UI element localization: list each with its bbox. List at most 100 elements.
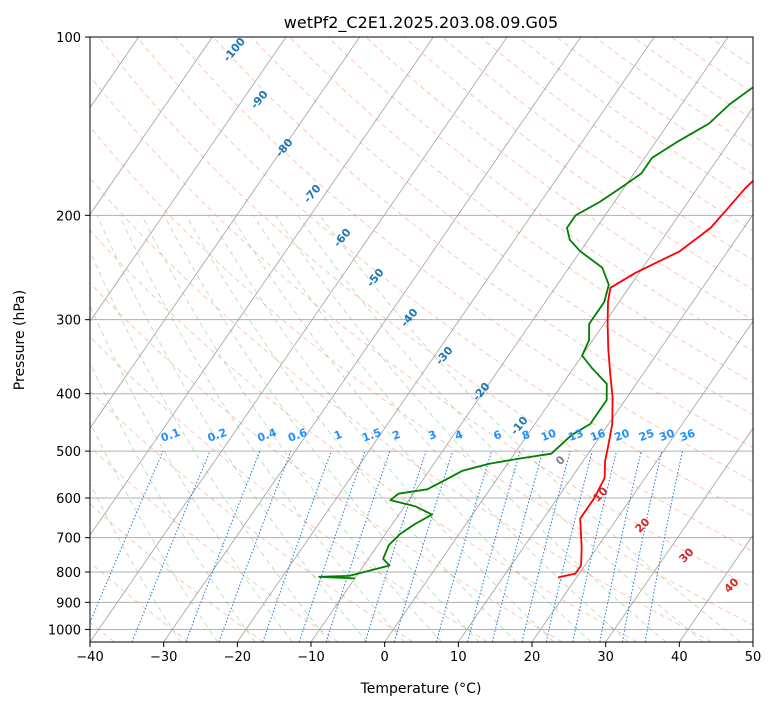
profile-line: [318, 86, 753, 580]
x-tick-label: −40: [76, 650, 103, 665]
mixing-ratio-lines: [90, 450, 683, 642]
profile-line: [557, 179, 753, 579]
mixing-ratio-label: 2: [391, 428, 403, 443]
dry-adiabat-line: [556, 37, 753, 175]
mixing-ratio-label: 20: [613, 426, 632, 444]
dry-adiabat-line: [90, 75, 753, 589]
y-tick-label: 400: [56, 388, 81, 403]
mixing-ratio-label: 6: [492, 428, 504, 443]
x-tick-label: 0: [381, 650, 389, 665]
isotherm-line: [310, 37, 729, 642]
mixing-ratio-label: 36: [678, 426, 697, 444]
moist-adiabat-line: [163, 215, 480, 642]
mixing-ratio-line: [621, 450, 663, 642]
mixing-ratio-label: 0.4: [256, 426, 279, 445]
mixing-ratio-line: [435, 450, 493, 642]
moist-adiabat-line: [96, 215, 368, 642]
mixing-ratio-label: 16: [588, 426, 607, 444]
dry-adiabat-line: [365, 37, 753, 321]
moist-adiabat-line: [230, 215, 592, 642]
y-tick-label: 1000: [48, 623, 81, 638]
dry-adiabats: [90, 37, 753, 642]
mixing-ratio-label: 1: [332, 428, 344, 443]
y-tick-label: 200: [56, 209, 81, 224]
isotherm-line: [605, 427, 753, 642]
y-tick-label: 700: [56, 532, 81, 547]
x-axis-ticks: −40 −30 −20 −10 0 10 20 30 40 50: [76, 642, 761, 665]
dry-adiabat-line: [327, 37, 753, 352]
moist-adiabat-line: [297, 215, 704, 642]
x-axis-label: Temperature (°C): [360, 681, 482, 697]
mixing-ratio-line: [298, 450, 366, 642]
x-tick-label: 20: [524, 650, 541, 665]
moist-adiabat-line: [185, 215, 517, 642]
dry-adiabat-line: [98, 37, 753, 552]
mixing-ratio-label: 4: [453, 428, 465, 443]
mixing-ratio-label: 0.6: [286, 426, 309, 445]
mixing-ratio-line: [90, 450, 164, 624]
isotherm-line: [90, 37, 287, 323]
mixing-ratio-label: 8: [520, 428, 532, 443]
moist-adiabat-line: [141, 215, 443, 642]
isotherm-line: [237, 37, 655, 642]
moist-adiabat-line: [90, 482, 181, 642]
moist-adiabat-line: [275, 215, 667, 642]
isotherm-line: [163, 37, 582, 642]
x-tick-label: −10: [297, 650, 324, 665]
y-tick-label: 800: [56, 566, 81, 581]
mixing-ratio-line: [545, 450, 593, 642]
mixing-ratio-label: 3: [427, 428, 439, 443]
mixing-ratio-line: [467, 450, 521, 642]
mixing-ratio-line: [644, 450, 683, 642]
x-tick-label: 30: [597, 650, 614, 665]
isotherm-line: [90, 37, 213, 216]
x-tick-label: 40: [671, 650, 688, 665]
mixing-ratio-label: 0.1: [159, 426, 182, 445]
y-tick-label: 100: [56, 31, 81, 46]
isotherm-line: [458, 213, 753, 642]
moist-adiabat-line: [90, 304, 293, 642]
dry-adiabat-line: [251, 37, 753, 416]
isotherm-line: [384, 106, 753, 642]
x-tick-label: 50: [745, 650, 762, 665]
dry-adiabat-line: [90, 229, 638, 642]
x-tick-label: 10: [450, 650, 467, 665]
dry-adiabat-line: [136, 37, 753, 517]
mixing-ratio-line: [572, 450, 617, 642]
dry-adiabat-line: [480, 37, 753, 232]
pressure-grid: [90, 37, 753, 630]
moist-adiabat-line: [208, 215, 555, 642]
mixing-ratio-line: [599, 450, 642, 642]
isotherm-line: [90, 37, 434, 536]
chart-title: wetPf2_C2E1.2025.203.08.09.G05: [284, 13, 558, 33]
y-tick-label: 600: [56, 492, 81, 507]
mixing-ratio-line: [262, 450, 332, 642]
dry-adiabat-line: [90, 177, 712, 642]
y-tick-label: 900: [56, 596, 81, 611]
moist-adiabat-line: [90, 421, 219, 642]
y-axis-ticks: 100 200 300 400 500 600 700 800 900 1000: [48, 31, 90, 638]
mixing-ratio-line: [491, 450, 544, 642]
mixing-ratio-line: [521, 450, 571, 642]
dry-adiabat-line: [289, 37, 753, 384]
y-tick-label: 300: [56, 314, 81, 329]
isotherm-line: [531, 320, 753, 642]
mixing-ratio-label: 25: [637, 427, 656, 444]
x-tick-label: −20: [224, 650, 251, 665]
y-axis-label: Pressure (hPa): [12, 290, 28, 390]
mixing-ratio-label: 0.2: [206, 426, 229, 445]
dry-adiabat-line: [90, 446, 339, 642]
mixing-ratio-line: [185, 450, 261, 642]
profiles: [318, 86, 753, 580]
dry-adiabat-line: [90, 503, 264, 642]
x-tick-label: −30: [150, 650, 177, 665]
isotherm-line: [90, 37, 361, 429]
mixing-ratio-line: [218, 450, 292, 642]
y-tick-label: 500: [56, 445, 81, 460]
isotherm-line: [90, 37, 508, 642]
mixing-ratio-label: 1.5: [360, 426, 383, 445]
plot-frame: [89, 36, 754, 643]
dry-adiabat-line: [90, 282, 563, 642]
mixing-ratio-label: 10: [539, 426, 558, 444]
